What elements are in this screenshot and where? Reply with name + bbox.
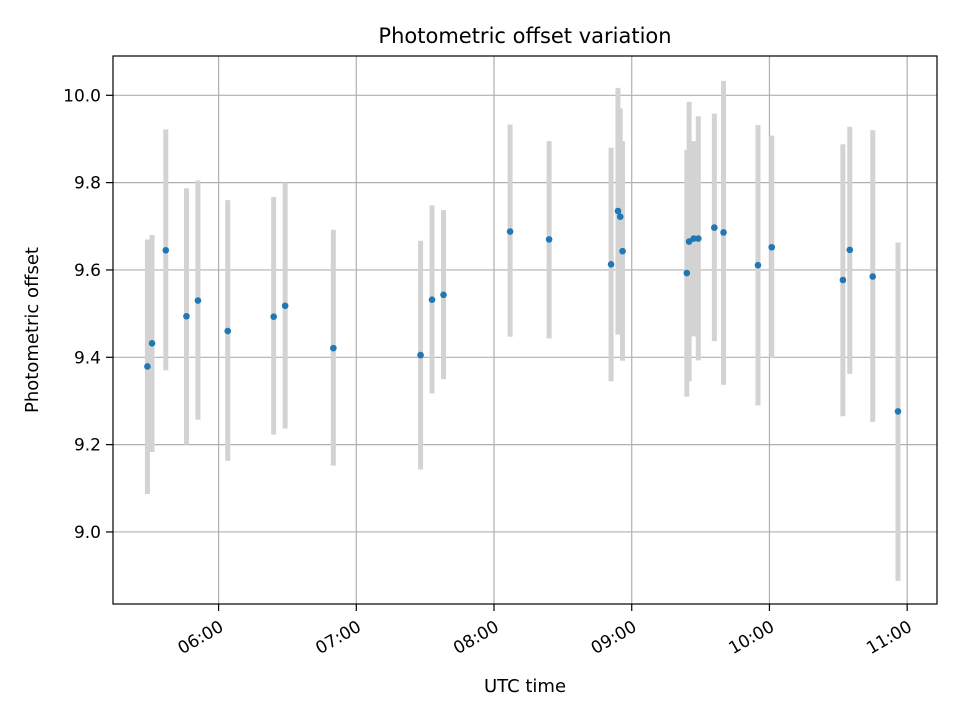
y-tick-label: 9.2: [74, 436, 101, 456]
data-point: [683, 269, 691, 277]
y-tick-label: 10.0: [63, 86, 101, 106]
plot-area-frame: [112, 55, 938, 605]
data-point: [711, 224, 718, 231]
y-tick-label: 9.4: [74, 348, 101, 368]
x-axis-label: UTC time: [484, 676, 566, 697]
data-point: [417, 351, 424, 359]
data-point: [869, 273, 877, 280]
y-tick-label: 9.0: [74, 523, 101, 543]
data-point: [754, 261, 762, 269]
data-point: [428, 296, 436, 303]
data-point: [162, 247, 170, 254]
data-point: [894, 408, 902, 415]
y-axis-label: Photometric offset: [22, 247, 43, 413]
x-axis-ticks: 06:00 07:00 08:00 09:00 10:00 11:00: [175, 604, 916, 659]
data-point: [330, 344, 337, 352]
data-point: [270, 313, 277, 320]
data-point: [846, 246, 854, 254]
data-points: [144, 207, 902, 415]
data-point: [144, 363, 151, 370]
data-point: [440, 291, 447, 299]
data-point: [607, 260, 615, 268]
data-point: [694, 235, 702, 242]
y-axis-ticks: 9.0 9.2 9.4 9.6 9.8 10.0: [63, 86, 113, 543]
data-point: [506, 228, 514, 235]
data-point: [690, 235, 698, 242]
y-tick-label: 9.6: [74, 261, 101, 281]
data-point: [194, 297, 202, 304]
chart-title: Photometric offset variation: [378, 24, 671, 48]
data-point: [616, 213, 624, 220]
y-tick-label: 9.8: [74, 174, 101, 194]
data-point: [224, 327, 232, 335]
data-point: [183, 312, 190, 320]
data-point: [614, 207, 622, 215]
data-point: [619, 247, 626, 255]
data-point: [281, 302, 289, 310]
data-point: [768, 243, 776, 251]
data-point: [545, 236, 553, 243]
data-point: [839, 276, 847, 284]
data-point: [720, 229, 727, 236]
data-point: [148, 340, 156, 347]
